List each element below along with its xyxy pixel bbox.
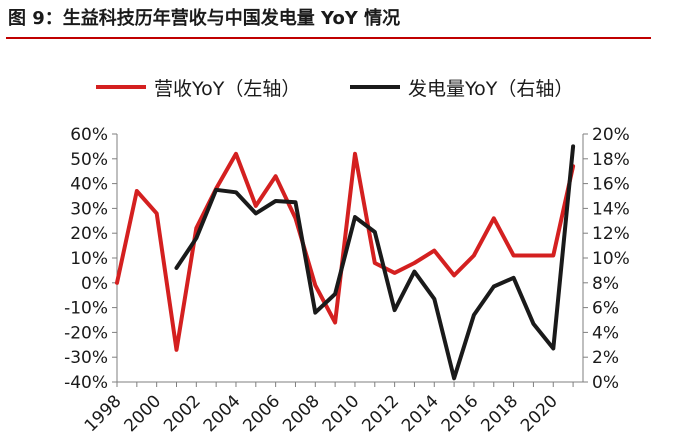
x-axis-tick-label: 2018 <box>477 391 522 436</box>
x-axis-tick-label: 2000 <box>120 391 165 436</box>
right-axis-tick-label: 0% <box>592 373 619 393</box>
series-line-power-yoy <box>174 144 576 381</box>
right-axis-tick-label: 4% <box>592 323 619 343</box>
right-axis-tick-label: 20% <box>592 125 630 145</box>
figure-title: 图 9：生益科技历年营收与中国发电量 YoY 情况 <box>8 8 401 29</box>
left-axis-tick-label: 20% <box>70 224 108 244</box>
left-axis-tick-label: 30% <box>70 199 108 219</box>
x-axis-tick-label: 2002 <box>160 391 205 436</box>
left-axis-tick-label: 10% <box>70 249 108 269</box>
legend-item-revenue: 营收YoY（左轴） <box>96 70 300 104</box>
right-axis-tick-label: 2% <box>592 348 619 368</box>
left-axis-tick-label: 60% <box>70 125 108 145</box>
right-axis-tick-label: 12% <box>592 224 630 244</box>
series-line-revenue-yoy <box>115 151 576 352</box>
left-axis-tick-label: 40% <box>70 175 108 195</box>
legend-item-power: 发电量YoY（右轴） <box>350 70 573 104</box>
x-axis-tick-label: 2020 <box>517 391 562 436</box>
right-axis-tick-label: 18% <box>592 150 630 170</box>
x-axis-tick-label: 2010 <box>319 391 364 436</box>
x-axis-tick-label: 2014 <box>398 391 443 436</box>
legend-label-power: 发电量YoY（右轴） <box>408 77 574 100</box>
right-axis-tick-label: 14% <box>592 199 630 219</box>
legend-label-revenue: 营收YoY（左轴） <box>154 77 301 100</box>
x-axis-tick-label: 2006 <box>239 391 284 436</box>
x-axis-tick-label: 1998 <box>81 391 126 436</box>
left-axis-tick-label: -40% <box>64 373 108 393</box>
right-axis-tick-label: 10% <box>592 249 630 269</box>
left-axis-tick-label: -20% <box>64 323 108 343</box>
left-axis-tick-label: 50% <box>70 150 108 170</box>
x-axis-tick-label: 2004 <box>200 391 245 436</box>
left-axis-tick-label: -10% <box>64 299 108 319</box>
title-rule <box>6 37 651 39</box>
x-axis-tick-label: 2016 <box>438 391 483 436</box>
legend-swatch-power <box>350 85 400 89</box>
right-axis-tick-label: 8% <box>592 274 619 294</box>
legend-swatch-revenue <box>96 85 146 89</box>
left-axis-tick-label: 0% <box>81 274 108 294</box>
legend: 营收YoY（左轴） 发电量YoY（右轴） <box>0 70 677 104</box>
right-axis-tick-label: 6% <box>592 299 619 319</box>
right-axis-tick-label: 16% <box>592 175 630 195</box>
x-axis-tick-label: 2008 <box>279 391 324 436</box>
left-axis-tick-label: -30% <box>64 348 108 368</box>
x-axis-tick-label: 2012 <box>358 391 403 436</box>
